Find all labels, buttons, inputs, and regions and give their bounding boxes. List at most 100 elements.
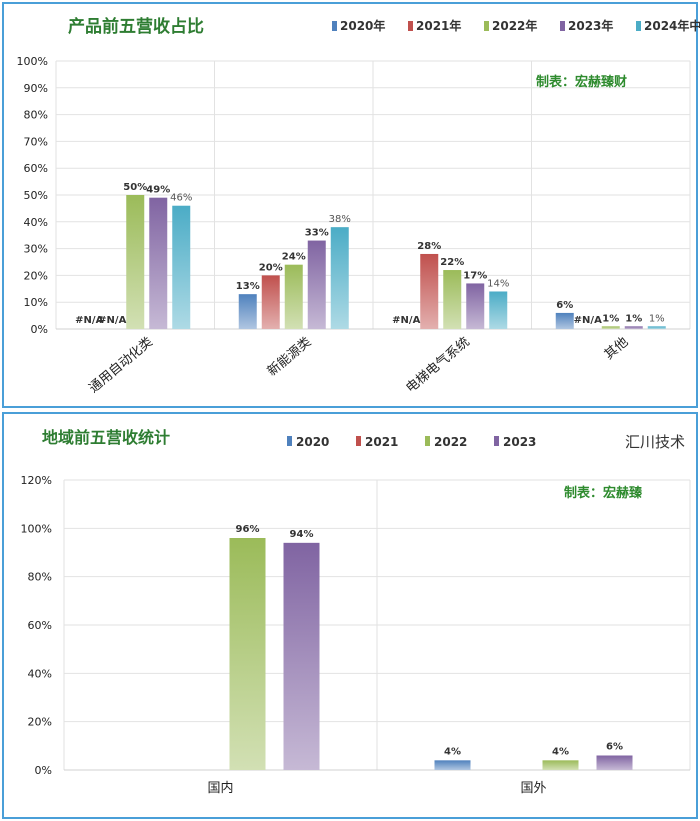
legend-label: 2024年中 bbox=[644, 18, 700, 33]
bar bbox=[261, 275, 280, 329]
data-label: 20% bbox=[259, 262, 283, 273]
x-category-label: 国内 bbox=[207, 780, 233, 796]
y-axis-ticks: 0% 20% 40% 60% 80% 100% 120% bbox=[21, 474, 52, 777]
y-tick-label: 60% bbox=[24, 162, 48, 175]
svg-text:新能源类: 新能源类 bbox=[264, 334, 314, 380]
region-revenue-chart-panel: 地域前五营收统计 2020 2021 2022 2023 汇川技术 0% 20% 40% 6… bbox=[2, 412, 698, 819]
data-label: 4% bbox=[444, 746, 461, 757]
bar bbox=[601, 326, 620, 329]
x-category-label: 通用自动化类 bbox=[86, 335, 155, 397]
data-label: 13% bbox=[236, 281, 260, 292]
chart-bars bbox=[126, 195, 666, 329]
data-label: 4% bbox=[552, 746, 569, 757]
legend-label: 2023年 bbox=[568, 18, 613, 33]
y-tick-label: 30% bbox=[24, 243, 48, 256]
bar bbox=[466, 283, 485, 329]
y-tick-label: 0% bbox=[35, 764, 52, 777]
legend-swatch bbox=[494, 436, 499, 446]
data-label: 33% bbox=[305, 228, 329, 239]
legend-label: 2021 bbox=[365, 435, 398, 449]
bar bbox=[542, 760, 579, 770]
y-tick-label: 20% bbox=[28, 716, 52, 729]
y-tick-label: 40% bbox=[24, 216, 48, 229]
legend-swatch bbox=[636, 21, 641, 31]
legend-swatch bbox=[408, 21, 413, 31]
bar bbox=[238, 294, 257, 329]
bar bbox=[647, 326, 666, 329]
legend-label: 2022 bbox=[434, 435, 467, 449]
data-label: 14% bbox=[487, 278, 509, 289]
data-label: 28% bbox=[417, 241, 441, 252]
svg-text:通用自动化类: 通用自动化类 bbox=[86, 335, 155, 397]
data-label: 24% bbox=[282, 252, 306, 263]
company-name: 汇川技术 bbox=[625, 433, 685, 451]
y-tick-label: 20% bbox=[24, 269, 48, 282]
chart-title: 地域前五营收统计 bbox=[42, 428, 170, 447]
bar bbox=[126, 195, 145, 329]
data-label: #N/A bbox=[574, 315, 602, 326]
y-tick-label: 60% bbox=[28, 619, 52, 632]
legend-swatch bbox=[356, 436, 361, 446]
bar bbox=[624, 326, 643, 329]
data-label: 1% bbox=[602, 313, 619, 324]
legend-swatch bbox=[425, 436, 430, 446]
bar bbox=[489, 291, 508, 329]
y-axis-ticks: 0% 10% 20% 30% 40% 50% 60% 70% 80% 90% 100% bbox=[17, 55, 48, 336]
chart-bars bbox=[229, 538, 633, 770]
product-revenue-chart: 产品前五营收占比 2020年 2021年 2022年 2023年 2024年中 0% 10… bbox=[17, 16, 700, 396]
bar bbox=[149, 197, 168, 329]
legend-label: 2022年 bbox=[492, 18, 537, 33]
legend-label: 2021年 bbox=[416, 18, 461, 33]
chart-title: 产品前五营收占比 bbox=[68, 16, 204, 37]
y-tick-label: 40% bbox=[28, 667, 52, 680]
y-tick-label: 10% bbox=[24, 296, 48, 309]
data-label: 17% bbox=[463, 270, 487, 281]
bar bbox=[434, 760, 471, 770]
y-tick-label: 50% bbox=[24, 189, 48, 202]
x-axis-categories: 国内 国外 bbox=[207, 780, 546, 796]
x-category-label: 电梯电气系统 bbox=[403, 334, 473, 396]
legend-label: 2023 bbox=[503, 435, 536, 449]
x-category-label: 其他 bbox=[602, 335, 632, 363]
bar bbox=[229, 538, 266, 770]
data-label: #N/A bbox=[98, 315, 126, 326]
data-label: 22% bbox=[440, 257, 464, 268]
legend-swatch bbox=[560, 21, 565, 31]
chart-watermark: 制表：宏赫臻 bbox=[564, 485, 643, 501]
bar bbox=[172, 205, 191, 329]
data-label: 96% bbox=[236, 524, 260, 535]
y-tick-label: 100% bbox=[21, 522, 52, 535]
chart-gridlines bbox=[63, 479, 691, 771]
chart-watermark: 制表：宏赫臻财 bbox=[536, 74, 627, 90]
data-label: 50% bbox=[123, 182, 147, 193]
x-axis-categories: 通用自动化类 新能源类 电梯电气系统 其他 bbox=[86, 334, 631, 396]
y-tick-label: 70% bbox=[24, 135, 48, 148]
y-tick-label: 120% bbox=[21, 474, 52, 487]
data-labels: #N/A#N/A50% 49%46%13%20%24%33%38%#N/A28%2… bbox=[75, 182, 665, 326]
y-tick-label: 0% bbox=[31, 323, 48, 336]
data-label: #N/A bbox=[392, 315, 420, 326]
data-label: 38% bbox=[329, 214, 351, 225]
y-tick-label: 100% bbox=[17, 55, 48, 68]
x-category-label: 新能源类 bbox=[264, 334, 314, 380]
data-label: 46% bbox=[170, 193, 192, 204]
legend-swatch bbox=[287, 436, 292, 446]
bar bbox=[284, 264, 303, 329]
bar bbox=[555, 312, 574, 329]
legend-label: 2020年 bbox=[340, 18, 385, 33]
y-tick-label: 80% bbox=[24, 109, 48, 122]
bar bbox=[420, 253, 439, 329]
chart-gridlines bbox=[55, 60, 691, 330]
svg-text:电梯电气系统: 电梯电气系统 bbox=[403, 334, 473, 396]
bar bbox=[283, 542, 320, 770]
y-tick-label: 90% bbox=[24, 82, 48, 95]
data-label: 6% bbox=[556, 300, 573, 311]
chart-legend: 2020年 2021年 2022年 2023年 2024年中 bbox=[332, 18, 700, 33]
bar bbox=[330, 227, 349, 329]
legend-swatch bbox=[484, 21, 489, 31]
bar bbox=[443, 270, 462, 329]
data-label: 1% bbox=[649, 313, 665, 324]
svg-text:其他: 其他 bbox=[602, 335, 632, 363]
data-label: 6% bbox=[606, 742, 623, 753]
data-label: 94% bbox=[290, 529, 314, 540]
